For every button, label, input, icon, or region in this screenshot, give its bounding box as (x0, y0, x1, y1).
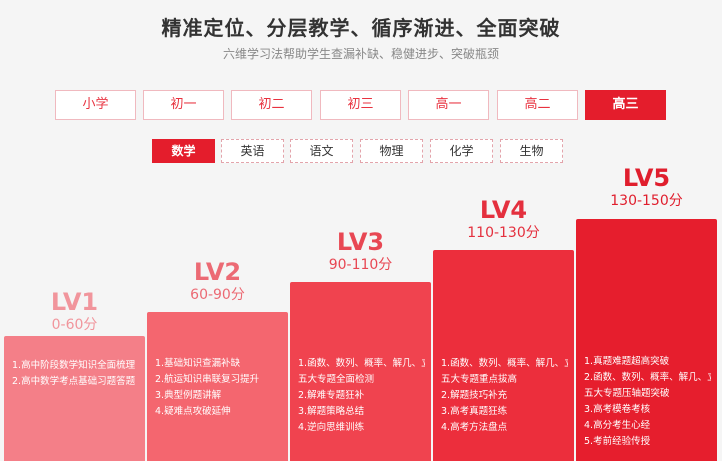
tab-subject-physics[interactable]: 物理 (360, 139, 423, 163)
level-4-item: 2.解题技巧补充 (441, 390, 508, 401)
level-5-item: 4.高分考生心经 (584, 420, 651, 431)
level-2-item: 2.航运知识串联复习提升 (155, 374, 260, 385)
level-3-item: 3.解题策略总结 (298, 406, 365, 417)
level-5-item: 1.真题难题超高突破 (584, 356, 670, 367)
tab-grade-7[interactable]: 初一 (143, 90, 224, 120)
level-3-item: 1.函数、数列、概率、解几、立几 (298, 358, 425, 369)
level-1-name: LV1 (50, 288, 99, 316)
level-3-item: 2.解难专题狂补 (298, 390, 365, 401)
tab-subject-chemistry[interactable]: 化学 (430, 139, 493, 163)
level-2-name: LV2 (193, 258, 242, 286)
tab-subject-chinese[interactable]: 语文 (290, 139, 353, 163)
tab-grade-11[interactable]: 高二 (497, 90, 578, 120)
level-5-item: 2.函数、数列、概率、解几、立几 (584, 372, 711, 383)
page-subtitle: 六维学习法帮助学生查漏补缺、稳健进步、突破瓶颈 (222, 47, 499, 61)
level-5-name: LV5 (622, 164, 671, 192)
level-4-item: 1.函数、数列、概率、解几、立几 (441, 358, 568, 369)
level-1-range: 0-60分 (51, 317, 98, 333)
level-2-header: LV2 60-90分 (147, 258, 288, 304)
level-4-name: LV4 (479, 196, 528, 224)
level-1-item: 1.高中阶段数学知识全面梳理 (12, 360, 136, 371)
level-3-name: LV3 (336, 228, 385, 256)
level-3-header: LV3 90-110分 (290, 228, 431, 274)
tab-grade-9[interactable]: 初三 (320, 90, 401, 120)
level-4-range: 110-130分 (467, 225, 540, 241)
level-1-bar: 1.高中阶段数学知识全面梳理 2.高中数学考点基础习题答题 (4, 336, 145, 461)
subject-tabs: 数学 英语 语文 物理 化学 生物 (152, 139, 564, 163)
level-4-item: 4.高考方法盘点 (441, 422, 508, 433)
level-5-bar: 1.真题难题超高突破 2.函数、数列、概率、解几、立几 五大专题压轴题突破 3.… (576, 219, 717, 461)
level-3-item: 五大专题全面检测 (298, 374, 375, 385)
level-2-range: 60-90分 (190, 287, 245, 303)
tab-grade-primary[interactable]: 小学 (55, 90, 136, 120)
level-3-bar: 1.函数、数列、概率、解几、立几 五大专题全面检测 2.解难专题狂补 3.解题策… (290, 282, 431, 461)
level-4-bar: 1.函数、数列、概率、解几、立几 五大专题重点拔高 2.解题技巧补充 3.高考真… (433, 250, 574, 461)
tab-subject-biology[interactable]: 生物 (500, 139, 563, 163)
tab-subject-math[interactable]: 数学 (152, 139, 215, 163)
level-3-range: 90-110分 (328, 257, 393, 273)
level-2-item: 1.基础知识查漏补缺 (155, 358, 241, 369)
tab-subject-english[interactable]: 英语 (221, 139, 284, 163)
grade-tabs: 小学 初一 初二 初三 高一 高二 高三 (55, 90, 667, 120)
level-4-item: 3.高考真题狂练 (441, 406, 508, 417)
level-5-item: 五大专题压轴题突破 (584, 388, 670, 399)
level-5-item: 3.高考模卷考核 (584, 404, 651, 415)
level-2-bar: 1.基础知识查漏补缺 2.航运知识串联复习提升 3.典型例题讲解 4.疑难点攻破… (147, 312, 288, 461)
level-4-header: LV4 110-130分 (433, 196, 574, 242)
level-5-range: 130-150分 (610, 193, 683, 209)
level-2-item: 4.疑难点攻破延伸 (155, 406, 231, 417)
level-5-item: 5.考前经验传授 (584, 436, 651, 447)
level-2-item: 3.典型例题讲解 (155, 390, 222, 401)
level-5-header: LV5 130-150分 (576, 164, 717, 210)
tab-grade-8[interactable]: 初二 (231, 90, 312, 120)
page-title: 精准定位、分层教学、循序渐进、全面突破 (161, 16, 561, 40)
tab-grade-12[interactable]: 高三 (585, 90, 666, 120)
level-1-header: LV1 0-60分 (4, 288, 145, 334)
level-3-item: 4.逆向思维训练 (298, 422, 365, 433)
level-1-item: 2.高中数学考点基础习题答题 (12, 376, 136, 387)
tab-grade-10[interactable]: 高一 (408, 90, 489, 120)
level-4-item: 五大专题重点拔高 (441, 374, 518, 385)
